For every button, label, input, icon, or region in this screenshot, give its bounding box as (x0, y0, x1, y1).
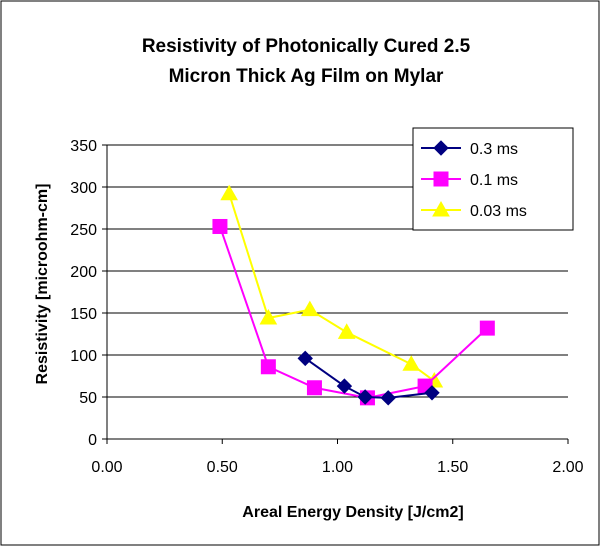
series-line (218, 226, 489, 399)
y-tick-label: 350 (70, 138, 97, 155)
series-0_3-ms (297, 350, 440, 406)
data-point (300, 300, 319, 317)
x-tick-label: 0.50 (207, 459, 238, 476)
data-point (220, 184, 239, 201)
data-point (212, 218, 228, 234)
legend-item: 0.1 ms (421, 171, 518, 189)
tick-labels: 0 50 100 150 200 250 300 350 0.00 0.50 1.00 1.50 2.0… (70, 138, 583, 476)
y-tick-label: 200 (70, 264, 97, 281)
data-point (336, 378, 353, 394)
legend-marker (432, 200, 450, 217)
data-point (297, 350, 313, 367)
data-point (380, 390, 396, 406)
legend-marker (433, 171, 449, 187)
y-tick-label: 150 (70, 306, 97, 323)
data-point (337, 323, 356, 339)
legend-label: 0.1 ms (470, 172, 518, 189)
legend-item: 0.3 ms (421, 140, 518, 158)
legend: 0.3 ms 0.1 ms 0.03 ms (412, 127, 574, 231)
data-point (357, 389, 373, 405)
chart-title-line-1: Resistivity of Photonically Cured 2.5 (142, 36, 471, 57)
series-plot (212, 184, 495, 406)
legend-label: 0.03 ms (470, 203, 527, 220)
x-tick-label: 1.00 (322, 459, 353, 476)
data-point (479, 320, 495, 336)
data-point (259, 309, 278, 325)
y-axis-label: Resistivity [microohm-cm] (34, 184, 51, 385)
data-point (260, 359, 276, 375)
y-tick-label: 50 (79, 390, 97, 407)
x-tick-label: 0.00 (91, 459, 122, 476)
chart-title-line-2: Micron Thick Ag Film on Mylar (169, 66, 444, 87)
y-tick-label: 250 (70, 222, 97, 239)
x-tick-label: 2.00 (552, 459, 583, 476)
data-point (402, 355, 421, 371)
data-point (424, 385, 440, 401)
legend-label: 0.3 ms (470, 141, 518, 158)
x-axis-label: Areal Energy Density [J/cm2] (242, 504, 463, 521)
axes (102, 144, 569, 444)
legend-item: 0.03 ms (421, 200, 527, 220)
x-tick-label: 1.50 (437, 459, 468, 476)
y-tick-label: 0 (88, 432, 97, 449)
y-tick-label: 300 (70, 180, 97, 197)
data-point (306, 380, 322, 396)
legend-marker (433, 140, 449, 156)
y-tick-label: 100 (70, 348, 97, 365)
